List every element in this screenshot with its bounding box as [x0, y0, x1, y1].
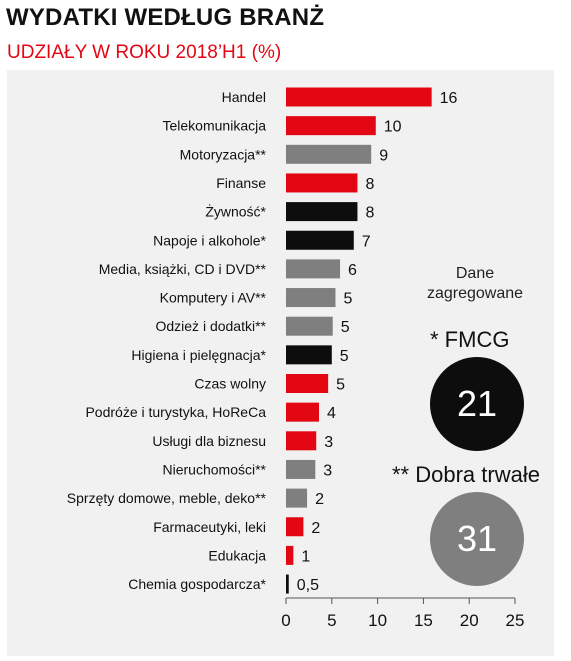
bar: [286, 87, 432, 107]
category-label: Telekomunikacja: [163, 118, 267, 134]
x-tick-label: 25: [506, 611, 525, 630]
value-label: 5: [341, 319, 350, 336]
bar: [286, 202, 358, 222]
chart-title: WYDATKI WEDŁUG BRANŻ: [6, 4, 325, 31]
bar: [286, 116, 376, 136]
category-label: Komputery i AV**: [160, 290, 267, 306]
bar: [286, 288, 336, 308]
value-label: 5: [340, 348, 349, 365]
bar: [286, 459, 316, 479]
x-tick-label: 5: [327, 611, 336, 630]
value-label: 16: [440, 90, 458, 107]
category-label: Żywność*: [205, 203, 266, 220]
category-label: Chemia gospodarcza*: [128, 576, 266, 592]
aggregated-label: Dane zagregowane: [426, 265, 524, 302]
category-label: Sprzęty domowe, meble, deko**: [67, 490, 267, 506]
value-label: 0,5: [297, 577, 319, 594]
fmcg-value: 21: [456, 383, 498, 424]
value-label: 5: [336, 377, 345, 394]
bar: [286, 574, 289, 594]
bar: [286, 431, 317, 451]
fmcg-circle: 21: [430, 357, 524, 451]
x-tick-label: 0: [281, 611, 290, 630]
category-label: Handel: [222, 89, 266, 105]
x-tick-label: 10: [368, 611, 387, 630]
value-label: 4: [327, 405, 336, 422]
value-label: 3: [323, 462, 332, 479]
value-label: 6: [348, 262, 357, 279]
value-label: 8: [365, 205, 374, 222]
category-label: Finanse: [216, 175, 266, 191]
category-label: Higiena i pielęgnacja*: [131, 347, 266, 363]
category-label: Farmaceutyki, leki: [153, 519, 266, 535]
durable-value: 31: [456, 518, 498, 559]
category-label: Usługi dla biznesu: [152, 433, 266, 449]
bar: [286, 144, 372, 164]
bar: [286, 173, 358, 193]
category-label: Odzież i dodatki**: [155, 318, 266, 334]
value-label: 10: [384, 119, 402, 136]
category-label: Podróże i turystyka, HoReCa: [85, 404, 266, 420]
x-tick-label: 20: [460, 611, 479, 630]
bar: [286, 259, 341, 279]
category-label: Czas wolny: [194, 376, 266, 392]
category-label: Nieruchomości**: [163, 461, 267, 477]
chart-subtitle: UDZIAŁY W ROKU 2018’H1 (%): [7, 42, 282, 63]
value-label: 5: [343, 291, 352, 308]
bar: [286, 230, 354, 250]
category-label: Edukacja: [208, 547, 266, 563]
value-label: 9: [379, 147, 388, 164]
durable-circle: 31: [430, 492, 524, 586]
value-label: 3: [324, 434, 333, 451]
bar: [286, 402, 319, 422]
value-label: 8: [365, 176, 374, 193]
bar: [286, 345, 332, 365]
fmcg-label: * FMCG: [430, 327, 510, 352]
durable-label: ** Dobra trwałe: [392, 462, 540, 487]
bar: [286, 316, 333, 336]
value-label: 2: [315, 491, 324, 508]
value-label: 7: [362, 233, 371, 250]
category-label: Motoryzacja**: [180, 146, 267, 162]
bar: [286, 517, 304, 537]
category-label: Media, książki, CD i DVD**: [99, 261, 267, 277]
bar: [286, 488, 308, 508]
bar: [286, 545, 294, 565]
value-label: 1: [301, 548, 310, 565]
bar: [286, 374, 329, 393]
category-label: Napoje i alkohole*: [153, 232, 266, 248]
x-tick-label: 15: [414, 611, 433, 630]
value-label: 2: [311, 520, 320, 537]
